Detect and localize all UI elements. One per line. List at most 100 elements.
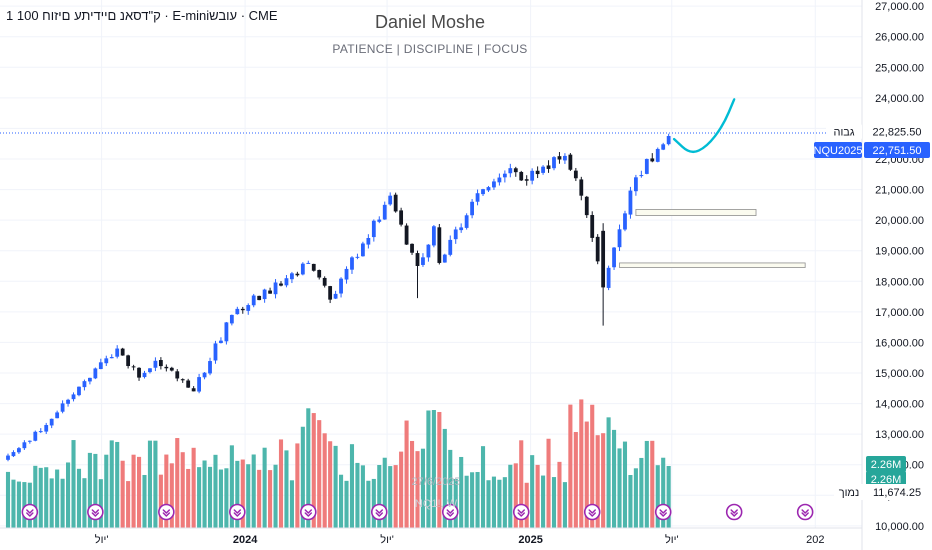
- low-value-tag: 11,674.25: [864, 484, 930, 500]
- candle-body: [235, 308, 240, 315]
- volume-bar: [366, 480, 371, 528]
- volume-bar: [650, 440, 655, 528]
- volume-bar: [109, 440, 114, 528]
- candle-body: [661, 144, 666, 150]
- volume-tag: 2.26M: [866, 456, 906, 472]
- volume-bar: [202, 460, 207, 528]
- time-axis[interactable]: יול' 2024 יול' 2025 יול' 202: [0, 527, 862, 546]
- volume-bar: [486, 480, 491, 528]
- candle-body: [284, 278, 289, 286]
- y-tick-label: 14,000.00: [875, 399, 924, 411]
- zone-rectangle[interactable]: [635, 209, 757, 216]
- candle-body: [552, 157, 556, 169]
- volume-bar: [377, 465, 382, 528]
- event-marker-icon[interactable]: [87, 503, 104, 521]
- symbol-title[interactable]: ק"דסאנ םיידיתע םיזוח 100 1 · E-miniעובש …: [6, 8, 278, 23]
- volume-bar: [426, 410, 431, 528]
- event-marker-icon[interactable]: [512, 503, 530, 521]
- x-tick-label: 202: [806, 534, 824, 546]
- candle-body: [339, 278, 343, 294]
- svg-text:2.26M: 2.26M: [871, 474, 902, 486]
- event-marker-icon[interactable]: [158, 503, 175, 521]
- event-marker-icon[interactable]: [583, 503, 601, 521]
- candle-body: [257, 295, 262, 301]
- y-tick-label: 15,000.00: [875, 368, 924, 380]
- volume-bar: [300, 426, 305, 528]
- candle-body: [44, 425, 49, 432]
- candle-body: [55, 412, 60, 419]
- event-marker-icon[interactable]: [796, 503, 814, 521]
- volume-bar: [601, 433, 606, 528]
- candle-body: [104, 358, 109, 364]
- candle-body: [634, 177, 638, 192]
- volume-bar: [175, 438, 180, 528]
- volume-bar: [475, 472, 480, 528]
- candle-body: [666, 136, 671, 145]
- candle-body: [486, 187, 491, 191]
- volume-bar: [5, 471, 11, 528]
- candle-body: [399, 210, 404, 225]
- candle-body: [344, 268, 349, 280]
- candle-body: [49, 418, 54, 426]
- projection-curve[interactable]: [672, 98, 736, 154]
- volume-bar: [371, 478, 376, 528]
- volume-bar: [513, 463, 518, 528]
- volume-bar: [284, 450, 289, 528]
- volume-bar: [180, 452, 185, 528]
- event-marker-icon[interactable]: [299, 503, 317, 521]
- volume-bar: [33, 465, 38, 528]
- volume-bar: [448, 449, 453, 528]
- volume-bar: [595, 435, 600, 528]
- grid: [0, 0, 862, 528]
- drawing-overlay[interactable]: [0, 98, 862, 154]
- candle-body: [22, 442, 27, 449]
- volume-bar: [404, 420, 409, 528]
- candle-body: [224, 322, 229, 342]
- volume-bar: [349, 444, 355, 528]
- candle-body: [579, 179, 584, 196]
- volume-bar: [661, 457, 666, 528]
- volume-bar: [268, 470, 273, 528]
- candle-body: [126, 355, 131, 367]
- volume-bar: [71, 440, 76, 528]
- event-marker-icon[interactable]: [229, 503, 246, 521]
- candle-body: [115, 348, 120, 357]
- candle-body: [93, 368, 98, 379]
- candle-body: [388, 195, 393, 205]
- volume-bar: [38, 467, 43, 528]
- volume-bar: [295, 443, 300, 528]
- candle-body: [148, 368, 152, 373]
- candle-body: [431, 226, 436, 246]
- volume-bar: [606, 417, 611, 528]
- volume-bar: [55, 469, 60, 528]
- event-marker-icon[interactable]: [21, 503, 39, 521]
- volume-bar: [273, 464, 278, 528]
- volume-bar: [415, 451, 420, 528]
- candle-body: [311, 263, 316, 271]
- price-zones[interactable]: [619, 209, 806, 268]
- volume-bar: [524, 482, 529, 528]
- event-marker-icon[interactable]: [725, 503, 743, 521]
- volume-bar: [344, 480, 349, 528]
- candle-body: [601, 230, 606, 288]
- zone-rectangle[interactable]: [619, 262, 806, 268]
- volume-bar: [115, 441, 120, 528]
- y-tick-label: 20,000.00: [875, 215, 924, 227]
- candle-body: [82, 381, 87, 388]
- candle-body: [246, 305, 251, 311]
- volume-bar: [339, 474, 344, 528]
- candle-body: [208, 361, 212, 374]
- candle-body: [459, 227, 464, 231]
- volume-bars: [5, 399, 671, 528]
- volume-bar: [409, 440, 415, 528]
- svg-text:גבוה: גבוה: [833, 127, 854, 139]
- event-marker-icon[interactable]: [370, 503, 388, 521]
- event-marker-icon[interactable]: [654, 503, 672, 521]
- candle-body: [164, 366, 169, 369]
- candle-body: [120, 348, 125, 356]
- volume-bar: [628, 475, 633, 528]
- volume-bar: [655, 465, 660, 528]
- candle-body: [88, 377, 92, 382]
- volume-bar: [617, 448, 622, 528]
